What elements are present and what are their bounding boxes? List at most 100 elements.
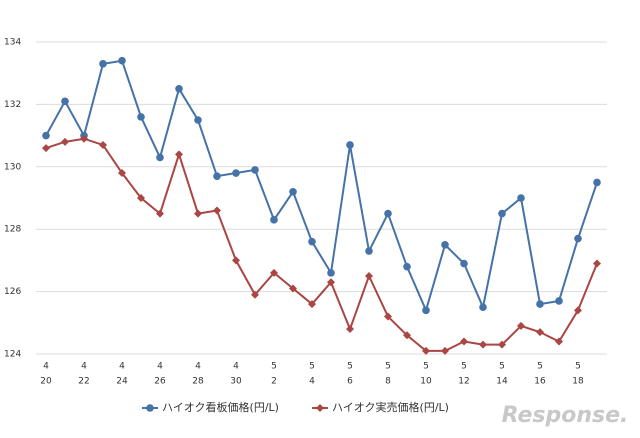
point bbox=[118, 56, 126, 65]
point bbox=[498, 340, 506, 349]
x-tick-label: 5 bbox=[271, 362, 277, 372]
x-tick-label: 4 bbox=[195, 362, 201, 372]
point bbox=[422, 306, 430, 315]
point bbox=[593, 259, 601, 268]
point bbox=[365, 247, 373, 255]
point bbox=[61, 137, 69, 146]
point bbox=[213, 206, 221, 215]
point bbox=[327, 278, 335, 287]
y-tick-label: 130 bbox=[4, 162, 21, 172]
x-tick-label: 5 bbox=[575, 362, 581, 372]
point bbox=[346, 141, 354, 149]
point bbox=[118, 169, 126, 178]
point bbox=[517, 321, 525, 330]
x-tick-label: 5 bbox=[347, 362, 353, 372]
x-tick-label: 5 bbox=[423, 362, 429, 372]
point bbox=[289, 187, 297, 196]
point bbox=[498, 209, 506, 218]
point bbox=[270, 216, 278, 224]
y-tick-label: 126 bbox=[4, 287, 21, 297]
point bbox=[574, 306, 582, 315]
point bbox=[460, 337, 468, 346]
x-tick-label: 2 bbox=[271, 377, 277, 387]
watermark: Response. bbox=[502, 403, 629, 428]
x-tick-label: 4 bbox=[233, 362, 239, 372]
point bbox=[270, 268, 278, 277]
point bbox=[156, 209, 164, 218]
point bbox=[232, 256, 240, 265]
point bbox=[80, 134, 88, 143]
x-tick-label: 12 bbox=[458, 377, 469, 387]
point bbox=[574, 234, 582, 243]
point bbox=[536, 300, 544, 308]
point bbox=[441, 241, 449, 249]
x-tick-label: 5 bbox=[309, 362, 315, 372]
series-line bbox=[45, 137, 598, 352]
point bbox=[213, 172, 221, 180]
x-tick-label: 26 bbox=[154, 377, 166, 387]
point bbox=[327, 269, 335, 277]
legend-label: ハイオク看板価格(円/L) bbox=[162, 400, 279, 414]
point bbox=[99, 140, 107, 149]
point bbox=[251, 290, 259, 299]
point bbox=[403, 262, 411, 271]
point bbox=[403, 331, 411, 340]
x-tick-label: 10 bbox=[420, 377, 432, 387]
x-tick-label: 28 bbox=[192, 377, 204, 387]
x-tick-label: 6 bbox=[347, 377, 353, 387]
point bbox=[441, 346, 449, 355]
y-tick-label: 132 bbox=[4, 100, 21, 110]
point bbox=[194, 209, 202, 218]
x-tick-label: 5 bbox=[461, 362, 467, 372]
point bbox=[365, 272, 373, 280]
point bbox=[555, 337, 563, 346]
point bbox=[194, 116, 202, 124]
x-tick-label: 5 bbox=[537, 362, 543, 372]
y-tick-label: 124 bbox=[4, 350, 21, 360]
point bbox=[289, 284, 297, 293]
point bbox=[308, 237, 316, 246]
x-tick-label: 4 bbox=[157, 362, 163, 372]
point bbox=[137, 194, 145, 202]
point bbox=[175, 150, 183, 159]
point bbox=[517, 194, 525, 202]
x-tick-label: 14 bbox=[496, 377, 508, 387]
x-tick-label: 4 bbox=[309, 377, 315, 387]
legend-marker bbox=[316, 404, 324, 412]
point bbox=[479, 340, 487, 349]
y-tick-label: 134 bbox=[4, 38, 21, 48]
legend-marker bbox=[146, 404, 154, 412]
point bbox=[384, 312, 392, 321]
x-tick-label: 30 bbox=[230, 377, 242, 387]
series-line bbox=[45, 59, 598, 314]
point bbox=[232, 169, 240, 177]
x-tick-label: 8 bbox=[385, 377, 391, 387]
point bbox=[61, 97, 69, 106]
x-tick-label: 18 bbox=[572, 377, 584, 387]
x-tick-label: 24 bbox=[116, 377, 128, 387]
point bbox=[99, 60, 107, 68]
point bbox=[251, 166, 259, 174]
point bbox=[460, 259, 468, 268]
point bbox=[536, 328, 544, 337]
point bbox=[346, 325, 354, 334]
x-tick-label: 4 bbox=[43, 362, 49, 372]
point bbox=[156, 153, 164, 162]
x-tick-label: 4 bbox=[81, 362, 87, 372]
point bbox=[384, 209, 392, 218]
point bbox=[42, 131, 50, 140]
x-tick-label: 5 bbox=[499, 362, 505, 372]
x-tick-label: 5 bbox=[385, 362, 391, 372]
point bbox=[422, 346, 430, 355]
legend-label: ハイオク実売価格(円/L) bbox=[332, 400, 449, 414]
x-tick-label: 20 bbox=[40, 377, 52, 387]
point bbox=[137, 113, 145, 121]
x-tick-label: 4 bbox=[119, 362, 125, 372]
point bbox=[555, 297, 563, 305]
point bbox=[308, 300, 316, 309]
point bbox=[175, 85, 183, 93]
point bbox=[42, 144, 50, 153]
y-tick-label: 128 bbox=[4, 225, 21, 235]
